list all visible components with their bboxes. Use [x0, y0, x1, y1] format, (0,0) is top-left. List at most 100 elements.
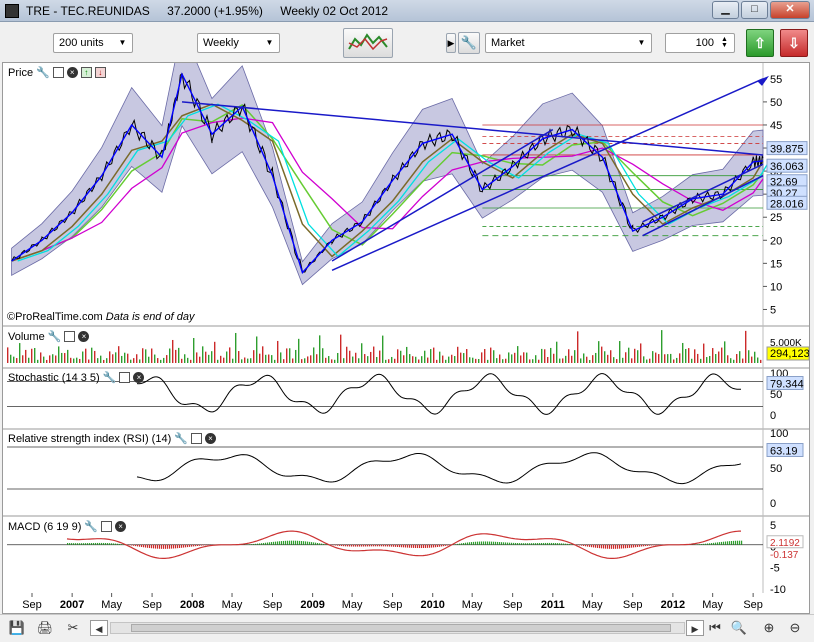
volume-bar	[469, 357, 471, 363]
close-button[interactable]: ✕	[770, 1, 810, 19]
macd-histogram-bar	[361, 544, 363, 547]
volume-bar	[637, 350, 639, 363]
arrow-up-icon[interactable]: ↑	[80, 67, 92, 78]
window-icon[interactable]	[52, 67, 64, 78]
buy-button[interactable]: ⇧	[746, 29, 774, 57]
macd-histogram-bar	[623, 544, 625, 549]
scroll-left-button[interactable]: ◀	[90, 620, 108, 636]
scrollbar-track[interactable]	[110, 622, 685, 634]
volume-bar	[496, 358, 498, 363]
wrench-icon[interactable]: 🔧	[36, 67, 50, 79]
macd-histogram-bar	[601, 544, 603, 549]
macd-histogram-bar	[731, 540, 733, 545]
save-icon[interactable]: 💾	[8, 620, 26, 635]
macd-histogram-bar	[163, 544, 165, 549]
price-label: 36.063	[770, 161, 804, 173]
quantity-stepper[interactable]: 100 ▲ ▼	[665, 33, 735, 53]
trend-line-channel-low	[642, 174, 764, 237]
macd-histogram-bar	[505, 542, 507, 545]
volume-bar	[445, 359, 447, 363]
macd-histogram-bar	[729, 541, 731, 545]
volume-bar	[523, 352, 525, 363]
close-icon[interactable]: ×	[115, 521, 127, 532]
wrench-icon[interactable]: 🔧	[174, 433, 188, 445]
volume-bar	[421, 356, 423, 363]
volume-bar	[145, 349, 147, 363]
volume-bar	[508, 352, 510, 363]
volume-bar	[19, 343, 21, 363]
zoom-in-icon[interactable]: ⊕	[763, 620, 775, 635]
volume-bar	[16, 358, 18, 363]
trend-line-resistance	[181, 101, 764, 156]
volume-bar	[142, 348, 144, 363]
volume-bar	[286, 348, 288, 363]
macd-histogram-bar	[545, 542, 547, 545]
macd-signal-value: -0.137	[770, 550, 799, 561]
indicators-button[interactable]	[343, 28, 393, 58]
zoom-out-icon[interactable]: ⊖	[789, 620, 801, 635]
window-icon[interactable]	[119, 372, 131, 383]
window-icon[interactable]	[64, 331, 76, 342]
volume-bar	[22, 355, 24, 363]
macd-histogram-bar	[257, 543, 259, 545]
volume-bar	[565, 355, 567, 363]
volume-bar	[307, 356, 309, 363]
macd-histogram-bar	[629, 544, 631, 548]
rsi-panel-label: Relative strength index (RSI) (14)	[8, 432, 172, 445]
window-icon[interactable]	[101, 521, 113, 532]
scrollbar-thumb[interactable]	[131, 624, 671, 632]
volume-bar	[664, 354, 666, 363]
zoom-icon[interactable]: 🔍	[730, 620, 748, 635]
bollinger-band	[11, 63, 764, 286]
arrow-down-icon[interactable]: ↓	[94, 67, 106, 78]
units-select[interactable]: 200 units ▼	[53, 33, 133, 53]
volume-bar	[232, 358, 234, 363]
wrench-icon[interactable]: 🔧	[458, 32, 480, 54]
volume-bar	[328, 356, 330, 363]
delete-icon[interactable]: ✂	[67, 620, 79, 635]
macd-histogram-bar	[297, 540, 299, 545]
scroll-right-button[interactable]: ▶	[686, 620, 704, 636]
wrench-icon[interactable]: 🔧	[84, 521, 99, 533]
macd-histogram-bar	[459, 543, 461, 545]
volume-bar	[493, 350, 495, 363]
order-type-select[interactable]: Market ▼	[485, 33, 652, 53]
macd-histogram-bar	[283, 540, 285, 545]
chart-area[interactable]: 51015202530354045505539.87536.06332.6930…	[2, 62, 810, 614]
wrench-icon[interactable]: 🔧	[102, 372, 117, 384]
volume-bar	[358, 358, 360, 363]
close-icon[interactable]: ×	[66, 67, 78, 78]
volume-bar	[265, 354, 267, 363]
macd-histogram-bar	[515, 542, 517, 545]
macd-histogram-bar	[409, 544, 411, 548]
minimize-button[interactable]: ▁	[712, 1, 739, 19]
volume-bar	[64, 353, 66, 363]
volume-bar	[169, 348, 171, 363]
window-icon[interactable]	[190, 433, 202, 444]
print-icon[interactable]: 🖨	[36, 620, 54, 635]
macd-histogram-bar	[187, 544, 189, 548]
sell-button[interactable]: ⇩	[780, 29, 808, 57]
volume-bar	[367, 356, 369, 363]
chart-svg[interactable]: 51015202530354045505539.87536.06332.6930…	[3, 63, 809, 613]
close-icon[interactable]: ×	[133, 372, 145, 383]
interval-select[interactable]: Weekly ▼	[197, 33, 280, 53]
volume-bar	[646, 359, 648, 363]
close-icon[interactable]: ×	[78, 331, 90, 342]
maximize-button[interactable]: □	[741, 1, 768, 19]
macd-histogram-bar	[381, 544, 383, 547]
macd-histogram-bar	[501, 542, 503, 545]
expand-arrow[interactable]: ▶	[446, 33, 456, 53]
macd-histogram-bar	[149, 544, 151, 549]
volume-bar	[259, 353, 261, 363]
volume-bar	[343, 358, 345, 363]
macd-histogram-bar	[479, 541, 481, 545]
macd-panel-header: MACD (6 19 9) 🔧 ×	[8, 520, 127, 533]
macd-histogram-bar	[265, 542, 267, 545]
wrench-icon[interactable]: 🔧	[47, 331, 62, 343]
close-icon[interactable]: ×	[204, 433, 216, 444]
chevron-down-icon: ▼	[118, 38, 127, 47]
rewind-icon[interactable]: ⏮	[709, 620, 721, 635]
macd-histogram-bar	[397, 544, 399, 547]
volume-bar	[583, 353, 585, 363]
